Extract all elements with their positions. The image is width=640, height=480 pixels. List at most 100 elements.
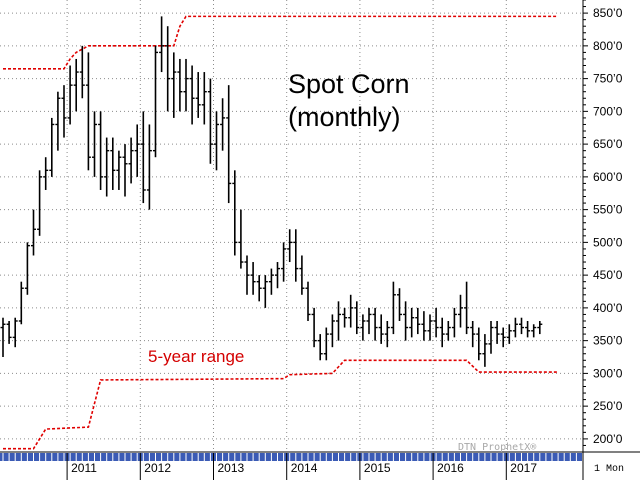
ohlc-bar bbox=[159, 16, 165, 73]
ohlc-bar bbox=[433, 307, 439, 338]
ohlc-bar bbox=[293, 229, 299, 282]
ohlc-bar bbox=[183, 58, 189, 112]
ohlc-bar bbox=[207, 78, 213, 164]
ohlc-bar bbox=[104, 137, 110, 197]
ohlc-bar bbox=[366, 307, 372, 335]
ohlc-bar bbox=[329, 314, 335, 348]
ohlc-bar bbox=[49, 117, 55, 177]
y-tick-label: 650’0 bbox=[593, 137, 623, 151]
five-year-range-lines bbox=[3, 15, 559, 450]
price-bars bbox=[0, 16, 543, 367]
period-label: 1 Mon bbox=[594, 464, 624, 475]
y-tick-label: 700’0 bbox=[593, 104, 623, 118]
ohlc-bar bbox=[336, 301, 341, 341]
range-high-line bbox=[3, 15, 559, 70]
x-tick-label: 2017 bbox=[510, 461, 537, 475]
ohlc-bar bbox=[238, 209, 244, 269]
ohlc-bar bbox=[153, 45, 158, 158]
ohlc-bar bbox=[415, 307, 421, 335]
ohlc-bar bbox=[201, 72, 207, 125]
ohlc-bar bbox=[390, 281, 396, 335]
y-tick-label: 500’0 bbox=[593, 235, 623, 249]
x-tick-label: 2014 bbox=[291, 461, 318, 475]
ohlc-bar bbox=[342, 307, 348, 328]
ohlc-bar bbox=[37, 170, 43, 236]
ohlc-bar bbox=[512, 317, 518, 338]
ohlc-bar bbox=[24, 242, 30, 295]
ohlc-bar bbox=[525, 320, 531, 338]
ohlc-bar bbox=[275, 262, 280, 289]
ohlc-bar bbox=[98, 111, 104, 190]
ohlc-bar bbox=[488, 320, 494, 354]
ohlc-bar bbox=[482, 334, 488, 367]
ohlc-bar bbox=[122, 144, 128, 197]
ohlc-bar bbox=[6, 320, 12, 344]
ohlc-bar bbox=[378, 314, 384, 344]
y-tick-label: 450’0 bbox=[593, 268, 623, 282]
ohlc-bar bbox=[384, 320, 390, 348]
ohlc-bar bbox=[220, 98, 226, 151]
ohlc-bar bbox=[73, 58, 79, 112]
ohlc-bar bbox=[67, 65, 73, 125]
x-tick-label: 2011 bbox=[71, 461, 97, 475]
ohlc-bar bbox=[354, 301, 360, 335]
ohlc-bar bbox=[256, 275, 262, 302]
ohlc-bar bbox=[305, 281, 311, 321]
x-axis-strip bbox=[0, 453, 583, 461]
ohlc-bar bbox=[311, 307, 317, 348]
ohlc-bar bbox=[537, 320, 543, 335]
ohlc-bar bbox=[214, 111, 219, 171]
ohlc-bar bbox=[171, 52, 177, 118]
ohlc-bar bbox=[128, 137, 134, 184]
ohlc-bar bbox=[458, 294, 463, 328]
ohlc-bar bbox=[165, 26, 171, 112]
x-tick-label: 2016 bbox=[437, 461, 464, 475]
ohlc-bar bbox=[409, 307, 415, 338]
ohlc-bar bbox=[445, 320, 451, 341]
ohlc-bar bbox=[439, 317, 445, 348]
y-axis: 200’0 250’0 300’0 350’0 400’0 450’0 500’0 550’0… bbox=[583, 0, 623, 453]
y-tick-label: 250’0 bbox=[593, 399, 623, 413]
ohlc-bar bbox=[61, 85, 67, 138]
y-tick-label: 750’0 bbox=[593, 72, 623, 86]
ohlc-bar bbox=[177, 58, 183, 112]
ohlc-bar bbox=[360, 314, 366, 341]
ohlc-bar bbox=[250, 262, 256, 295]
ohlc-bar bbox=[0, 317, 6, 358]
y-tick-label: 300’0 bbox=[593, 366, 623, 380]
five-year-range-label: 5-year range bbox=[148, 347, 244, 366]
ohlc-bar bbox=[244, 255, 250, 295]
watermark: DTN ProphetX® bbox=[458, 442, 537, 453]
ohlc-bar bbox=[403, 301, 409, 341]
ohlc-bar bbox=[397, 288, 402, 321]
ohlc-bar bbox=[232, 170, 238, 256]
range-low-line bbox=[3, 359, 559, 450]
ohlc-bar bbox=[464, 281, 470, 335]
ohlc-bar bbox=[146, 124, 152, 210]
ohlc-bar bbox=[262, 275, 268, 308]
ohlc-bar bbox=[226, 85, 232, 204]
ohlc-bar bbox=[427, 314, 433, 341]
ohlc-bar bbox=[476, 327, 482, 361]
ohlc-bar bbox=[18, 281, 24, 325]
ohlc-bar bbox=[31, 209, 36, 256]
ohlc-bar bbox=[531, 324, 537, 338]
ohlc-bar bbox=[323, 327, 329, 361]
ohlc-bar bbox=[348, 294, 354, 328]
ohlc-bar bbox=[140, 111, 146, 204]
y-tick-label: 200’0 bbox=[593, 432, 623, 446]
ohlc-bar bbox=[470, 320, 476, 348]
y-tick-label: 850’0 bbox=[593, 6, 623, 20]
ohlc-bar bbox=[494, 320, 500, 344]
ohlc-bar bbox=[110, 137, 116, 190]
x-axis: 2011 2012 2013 2014 2015 2016 2017 bbox=[0, 452, 584, 480]
y-tick-label: 350’0 bbox=[593, 334, 623, 348]
chart-subtitle: (monthly) bbox=[288, 102, 401, 132]
ohlc-bar bbox=[268, 268, 274, 295]
x-tick-label: 2015 bbox=[364, 461, 391, 475]
ohlc-bar bbox=[43, 157, 49, 190]
ohlc-bar bbox=[506, 324, 512, 344]
y-tick-label: 400’0 bbox=[593, 301, 623, 315]
